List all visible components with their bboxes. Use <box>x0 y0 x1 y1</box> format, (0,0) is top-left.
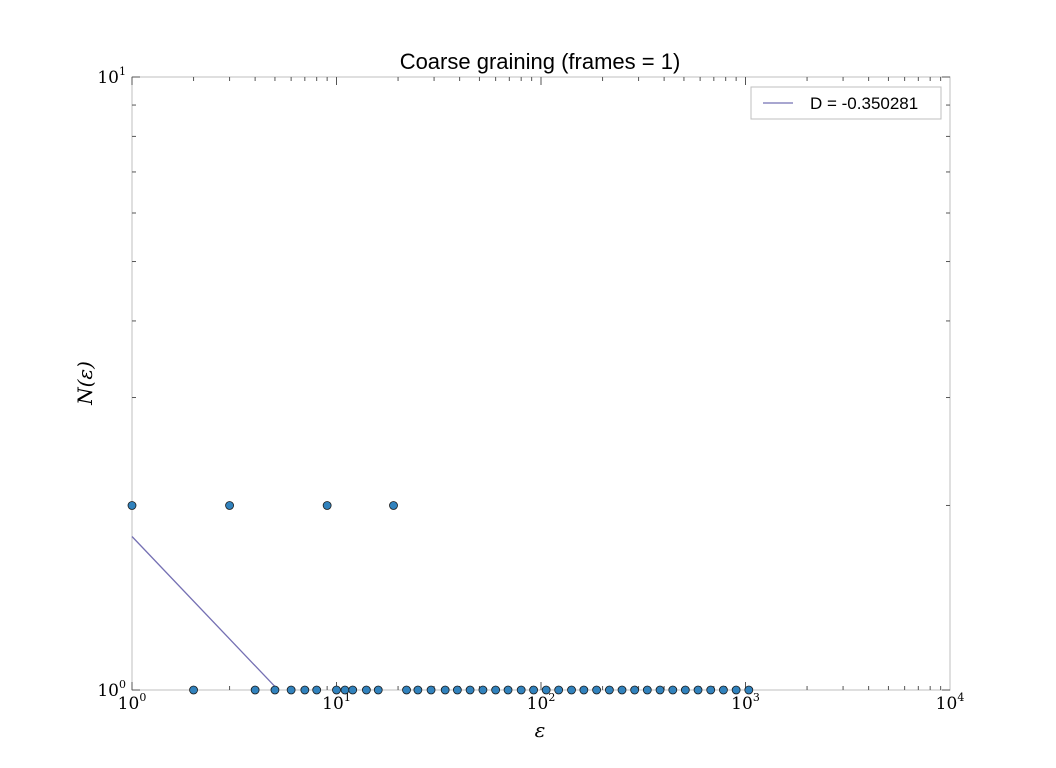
scatter-point <box>402 685 411 695</box>
scatter-point <box>668 685 678 695</box>
scatter-point <box>529 685 538 695</box>
scatter-point <box>300 685 310 695</box>
scatter-point <box>617 685 627 695</box>
scatter-point <box>731 685 741 695</box>
scatter-point <box>719 685 728 695</box>
scatter-point <box>465 685 475 695</box>
data-marks <box>127 501 754 695</box>
chart-title: Coarse graining (frames = 1) <box>400 49 681 74</box>
scatter-point <box>567 685 576 695</box>
scatter-point <box>579 685 589 695</box>
x-tick-label: 100 <box>118 691 147 714</box>
y-tick-label: 101 <box>97 65 126 88</box>
fit-line <box>131 536 279 691</box>
scatter-point <box>706 685 716 695</box>
x-tick-label: 103 <box>731 691 760 714</box>
scatter-point <box>426 685 436 695</box>
plot-area <box>131 76 951 691</box>
scatter-point <box>413 685 423 695</box>
scatter-point <box>361 685 371 695</box>
scatter-point <box>373 685 383 695</box>
scatter-point <box>642 685 652 695</box>
legend-label: D = -0.350281 <box>810 94 918 113</box>
scatter-point <box>516 685 526 695</box>
tick-labels: 100 101 102 103 104 100 101 <box>97 65 964 714</box>
x-axis-label: ε <box>535 718 546 742</box>
scatter-point <box>332 685 341 695</box>
x-tick-label: 101 <box>322 691 351 714</box>
x-tick-label: 102 <box>527 691 556 714</box>
scatter-point <box>478 685 488 695</box>
scatter-point <box>250 685 260 695</box>
scatter-point <box>340 685 350 695</box>
scatter-point <box>604 685 614 695</box>
y-tick-label: 100 <box>97 678 126 701</box>
scatter-point <box>503 685 513 695</box>
x-tick-label: 104 <box>936 691 965 714</box>
scatter-point <box>286 685 296 695</box>
scatter-point <box>440 685 450 695</box>
scatter-point <box>554 685 564 695</box>
scatter-point <box>680 685 690 695</box>
scatter-point <box>225 501 234 510</box>
scatter-point <box>270 685 280 695</box>
scatter-point <box>389 501 398 510</box>
scatter-point <box>744 685 754 695</box>
plot-frame <box>131 76 951 691</box>
scatter-point <box>693 685 703 695</box>
legend: D = -0.350281 <box>750 86 942 120</box>
scatter-point <box>348 685 358 695</box>
scatter-point <box>189 685 198 695</box>
scatter-point <box>491 685 501 695</box>
scatter-point <box>655 685 665 695</box>
scatter-point <box>127 501 137 510</box>
scatter-point <box>312 685 322 695</box>
scatter-point <box>541 685 551 695</box>
scatter-point <box>630 685 640 695</box>
y-axis-label: N(ε) <box>73 361 97 406</box>
scatter-point <box>452 685 462 695</box>
scatter-point <box>592 685 601 695</box>
scatter-point <box>322 501 332 510</box>
